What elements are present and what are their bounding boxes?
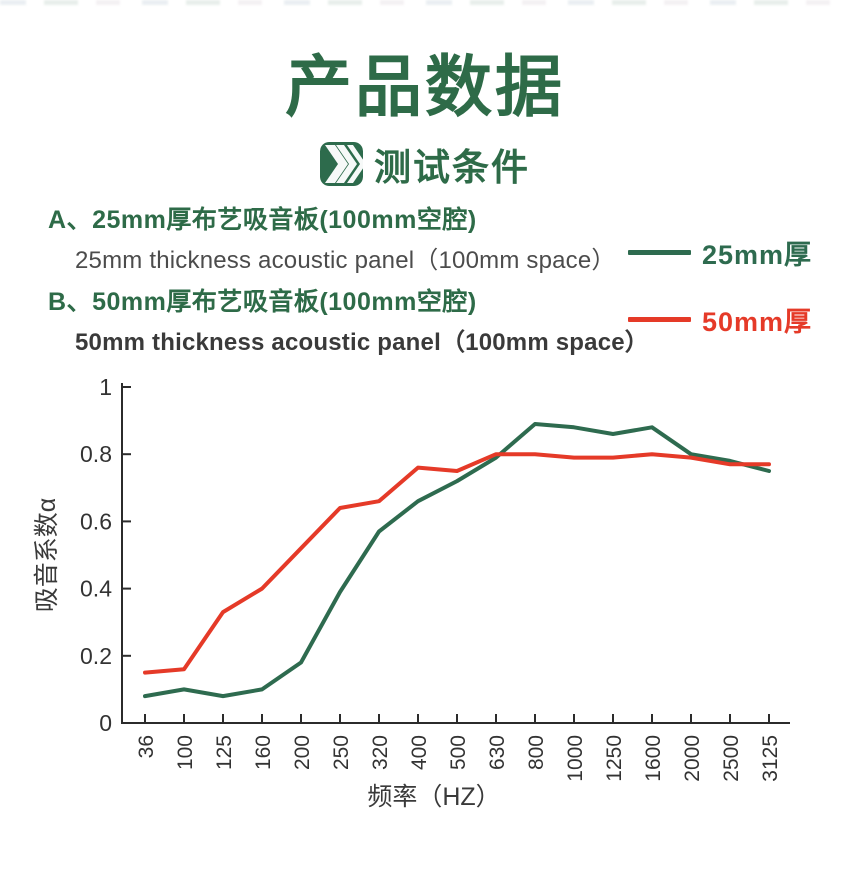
x-tick-label: 36: [135, 735, 158, 758]
chart-axes: [121, 383, 790, 724]
panel-b-title-cn: B、50mm厚布艺吸音板(100mm空腔): [48, 282, 688, 318]
panel-b-title-en: 50mm thickness acoustic panel（100mm spac…: [75, 329, 649, 356]
chart-legend: 25mm厚 50mm厚: [628, 228, 838, 343]
x-tick-label: 800: [525, 735, 548, 770]
y-tick-label: 1: [99, 374, 112, 400]
panel-a-name: 25mm厚布艺吸音板(100mm空腔): [92, 206, 477, 234]
panel-item-a: A、25mm厚布艺吸音板(100mm空腔) 25mm thickness aco…: [48, 200, 688, 275]
absorption-chart: 0 0.2 0.4 0.6 0.8 1 36 100 125 160 200 250 320 400 500…: [0, 370, 850, 840]
y-tick-label: 0.4: [80, 576, 112, 602]
legend-label-25mm: 25mm厚: [702, 239, 813, 270]
legend-swatch-red: [628, 316, 691, 322]
legend-item-25mm: 25mm厚: [628, 228, 838, 276]
series-line-25mm厚: [143, 422, 771, 699]
x-tick-label: 100: [174, 735, 197, 770]
legend-label-50mm: 50mm厚: [702, 306, 813, 337]
x-tick-label: 125: [213, 735, 236, 770]
x-tick-label: 1250: [603, 735, 626, 782]
panel-b-name: 50mm厚布艺吸音板(100mm空腔): [92, 288, 477, 316]
panel-b-prefix: B、: [48, 288, 93, 316]
y-tick-label: 0.8: [80, 441, 112, 467]
x-tick-label: 160: [252, 735, 275, 770]
page-title: 产品数据: [285, 50, 565, 125]
y-tick-label: 0.2: [80, 643, 112, 669]
y-axis-title: 吸音系数α: [33, 498, 61, 612]
y-tick-label: 0: [99, 710, 112, 736]
panel-item-b: B、50mm厚布艺吸音板(100mm空腔) 50mm thickness aco…: [48, 282, 688, 357]
panel-a-prefix: A、: [48, 206, 93, 234]
x-tick-label: 1600: [642, 735, 665, 782]
cropped-text-remnant: [0, 0, 850, 5]
legend-item-50mm: 50mm厚: [628, 295, 838, 343]
y-tick-label: 0.6: [80, 508, 112, 534]
chevrons-right-icon: [320, 142, 363, 186]
subtitle-text: 测试条件: [374, 147, 530, 188]
x-tick-label: 3125: [759, 735, 782, 782]
absorption-chart-svg: 0 0.2 0.4 0.6 0.8 1 36 100 125 160 200 250 320 400 500…: [33, 374, 790, 811]
panel-a-title-en: 25mm thickness acoustic panel（100mm spac…: [75, 247, 616, 274]
x-tick-label: 320: [369, 735, 392, 770]
panel-a-title-cn: A、25mm厚布艺吸音板(100mm空腔): [48, 200, 688, 236]
x-tick-label: 630: [486, 735, 509, 770]
x-tick-label: 200: [291, 735, 314, 770]
series-line-50mm厚: [143, 452, 771, 675]
x-tick-label: 500: [447, 735, 470, 770]
x-tick-label: 1000: [564, 735, 587, 782]
x-tick-label: 2000: [681, 735, 704, 782]
subtitle-row: 测试条件: [0, 140, 850, 188]
legend-swatch-green: [628, 249, 691, 255]
x-tick-label: 400: [408, 735, 431, 770]
x-tick-label: 2500: [720, 735, 743, 782]
x-axis-title: 频率（HZ）: [367, 783, 500, 811]
x-tick-label: 250: [330, 735, 353, 770]
